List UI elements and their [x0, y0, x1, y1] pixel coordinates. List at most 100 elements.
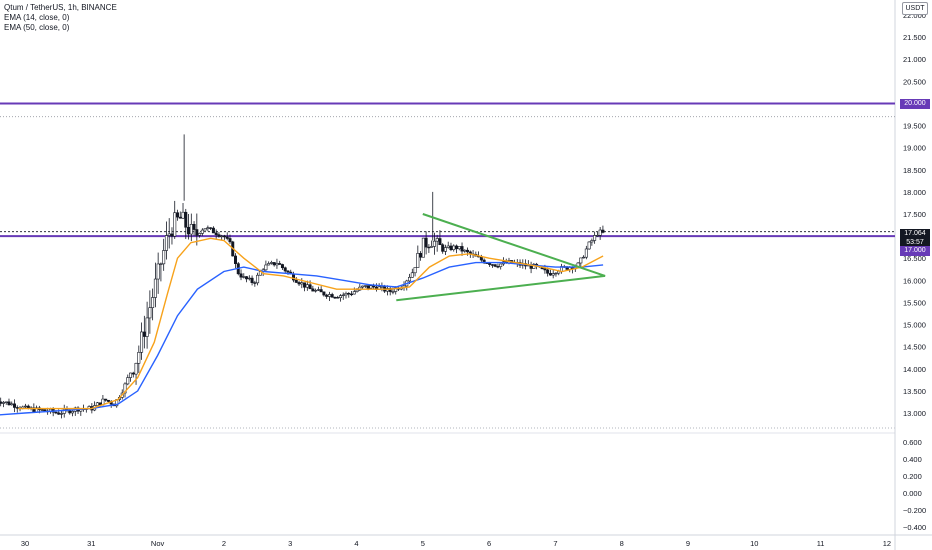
ema-fast-label: EMA (14, close, 0) [4, 13, 70, 22]
candle-body [234, 255, 238, 264]
time-tick-label: 30 [21, 539, 29, 548]
candle-body [40, 409, 44, 411]
candle-body [446, 245, 450, 248]
candle-body [253, 282, 257, 284]
candle-body [308, 284, 312, 290]
candle-body [416, 253, 420, 268]
candle-body [452, 245, 456, 251]
candle-body [13, 403, 17, 408]
candle-body [162, 250, 166, 265]
level-17-tag: 17.000 [900, 246, 930, 256]
candle-body [479, 256, 483, 261]
candle-body [225, 236, 229, 239]
trend-line [422, 213, 606, 277]
candle-body [250, 277, 254, 283]
candle-body [325, 294, 329, 297]
candle-body [239, 273, 243, 278]
candle-body [363, 285, 367, 287]
candle-body [95, 402, 99, 406]
candle-body [1, 402, 5, 404]
candle-body [106, 399, 110, 402]
candle-body [203, 228, 207, 231]
time-tick-label: 31 [87, 539, 95, 548]
candle-body [164, 235, 168, 251]
price-tick-label: 13.000 [903, 409, 926, 418]
candle-body [71, 411, 75, 414]
candle-body [242, 276, 246, 278]
candle-body [217, 234, 221, 237]
candle-body [148, 307, 152, 319]
time-tick-label: 3 [288, 539, 292, 548]
time-tick-label: 2 [222, 539, 226, 548]
candle-body [427, 246, 431, 249]
candle-body [391, 291, 395, 293]
candle-body [466, 249, 470, 253]
price-tick-label: 15.500 [903, 298, 926, 307]
candle-body [493, 264, 497, 267]
candle-body [269, 262, 273, 264]
osc-tick-label: 0.000 [903, 489, 922, 498]
candle-body [336, 297, 340, 299]
time-tick-label: 7 [553, 539, 557, 548]
candle-body [443, 247, 447, 252]
candle-body [413, 267, 417, 274]
candle-body [322, 291, 326, 296]
candle-body [126, 377, 130, 385]
candle-body [272, 262, 276, 266]
candle-body [142, 331, 146, 337]
candle-body [211, 227, 215, 234]
price-tick-label: 14.500 [903, 343, 926, 352]
candle-body [195, 229, 199, 236]
currency-unit-badge[interactable]: USDT [902, 2, 928, 15]
trend-line [396, 274, 606, 302]
candle-body [548, 272, 552, 276]
time-tick-label: 12 [883, 539, 891, 548]
candle-body [140, 331, 144, 353]
price-tick-label: 16.000 [903, 276, 926, 285]
candle-body [590, 240, 594, 243]
candle-body [463, 249, 467, 252]
candle-body [0, 401, 3, 404]
candle-body [153, 278, 157, 298]
candle-body [435, 238, 439, 242]
candle-body [430, 246, 434, 248]
candle-body [421, 237, 425, 258]
time-tick-label: 9 [686, 539, 690, 548]
candle-body [496, 266, 500, 268]
candle-body [184, 211, 188, 228]
candle-body [297, 282, 301, 285]
time-tick-label: 4 [354, 539, 358, 548]
osc-tick-label: −0.200 [903, 506, 926, 515]
candle-body [59, 413, 63, 415]
price-tick-label: 21.000 [903, 55, 926, 64]
symbol-label: Qtum / TetherUS, 1h, BINANCE [4, 3, 117, 12]
countdown-tag: 53:57 [900, 238, 930, 248]
candle-body [181, 211, 185, 219]
candle-body [460, 246, 464, 252]
candle-body [209, 227, 213, 229]
candle-body [189, 224, 193, 235]
candle-body [490, 264, 494, 266]
candle-body [593, 235, 597, 241]
candle-body [584, 248, 588, 258]
candle-body [137, 351, 141, 364]
candle-body [220, 235, 224, 238]
price-tick-label: 15.000 [903, 321, 926, 330]
time-tick-label: 11 [817, 539, 825, 548]
candle-body [129, 372, 133, 378]
candle-body [432, 240, 436, 247]
candle-body [551, 273, 555, 276]
candle-body [228, 238, 232, 243]
candle-body [587, 241, 591, 250]
time-tick-label: 6 [487, 539, 491, 548]
price-tick-label: 14.000 [903, 365, 926, 374]
candle-body [145, 317, 149, 337]
price-tick-label: 18.500 [903, 166, 926, 175]
candle-body [264, 264, 268, 271]
candle-body [167, 233, 171, 236]
candle-body [134, 362, 138, 375]
candle-body [300, 282, 304, 285]
candle-body [98, 402, 102, 406]
candle-body [582, 256, 586, 259]
